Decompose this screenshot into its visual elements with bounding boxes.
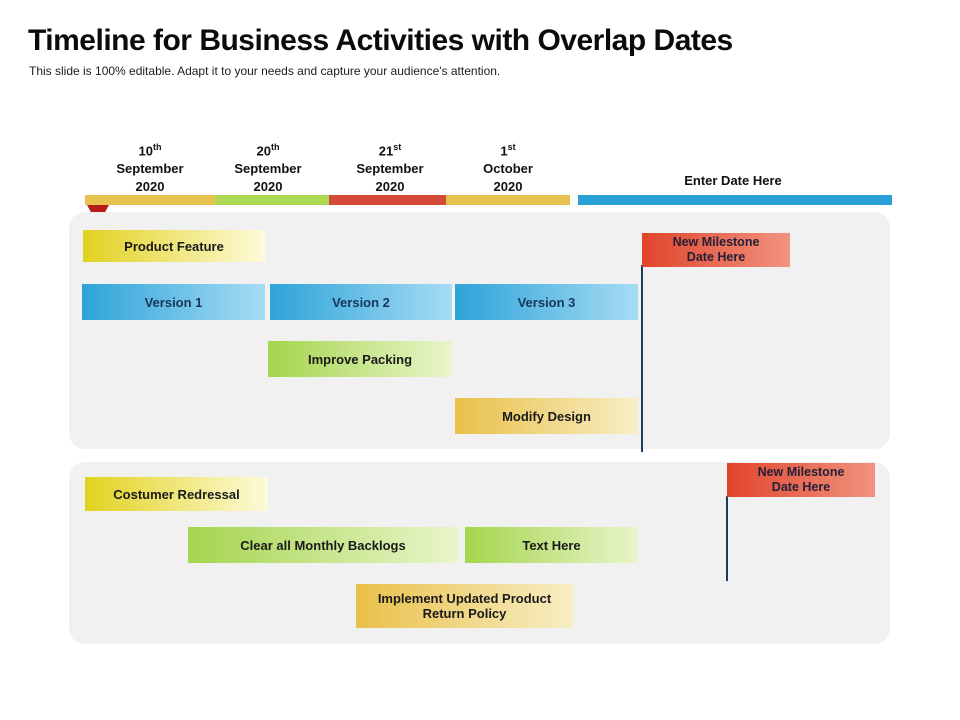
date-year: 2020	[493, 179, 523, 195]
bar-costumer-redressal: Costumer Redressal	[85, 477, 268, 511]
bar-clear-backlogs: Clear all Monthly Backlogs	[188, 527, 458, 563]
date-day: 20th	[256, 142, 280, 159]
bar-version-3: Version 3	[455, 284, 638, 320]
timeline-date-4: 1st October 2020	[450, 138, 566, 196]
timeline-segment-green	[215, 195, 329, 205]
timeline-segment-blue	[578, 195, 892, 205]
timeline-date-2: 20th September 2020	[210, 138, 326, 196]
bar-improve-packing: Improve Packing	[268, 341, 452, 377]
milestone-flag-bottom: New Milestone Date Here	[727, 463, 875, 497]
timeline-date-1: 10th September 2020	[92, 138, 208, 196]
bar-version-2: Version 2	[270, 284, 452, 320]
bar-product-feature: Product Feature	[83, 230, 265, 262]
date-year: 2020	[375, 179, 405, 195]
page-title: Timeline for Business Activities with Ov…	[28, 24, 733, 57]
timeline-date-3: 21st September 2020	[332, 138, 448, 196]
date-day: 10th	[138, 142, 162, 159]
bar-return-policy: Implement Updated Product Return Policy	[356, 584, 573, 628]
milestone-line1: New Milestone	[672, 235, 760, 249]
enter-date-label: Enter Date Here	[684, 173, 782, 188]
date-month: September	[116, 161, 184, 177]
milestone-flag-top: New Milestone Date Here	[642, 233, 790, 267]
date-month: September	[356, 161, 424, 177]
bar-version-1: Version 1	[82, 284, 265, 320]
milestone-line2: Date Here	[771, 480, 831, 494]
bar-modify-design: Modify Design	[455, 398, 638, 434]
page-subtitle: This slide is 100% editable. Adapt it to…	[29, 64, 501, 78]
timeline-segment-red	[329, 195, 446, 205]
date-month: September	[234, 161, 302, 177]
date-day: 21st	[378, 142, 402, 159]
milestone-connector-line-1	[641, 265, 643, 452]
date-year: 2020	[135, 179, 165, 195]
date-month: October	[483, 161, 533, 177]
milestone-connector-line-2	[726, 496, 728, 581]
timeline-segment-gold-1	[85, 195, 215, 205]
timeline-segment-gold-2	[446, 195, 570, 205]
milestone-line2: Date Here	[686, 250, 746, 264]
date-day: 1st	[500, 142, 516, 159]
bar-text-here: Text Here	[465, 527, 638, 563]
date-year: 2020	[253, 179, 283, 195]
milestone-line1: New Milestone	[757, 465, 845, 479]
